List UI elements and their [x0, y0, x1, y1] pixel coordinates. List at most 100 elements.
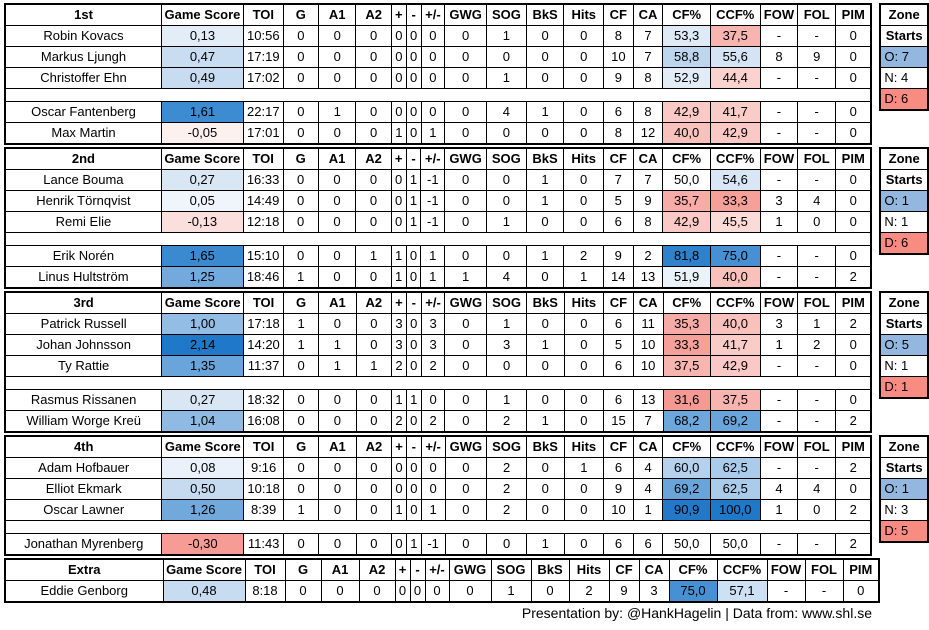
column-header-a1: A1: [317, 147, 357, 170]
cell-cfp: 31,6: [662, 389, 711, 411]
cell-g: 0: [282, 190, 319, 212]
cell-a1: 1: [318, 334, 357, 356]
cell-a1: 0: [317, 46, 357, 68]
column-header-pim: PIM: [842, 558, 880, 581]
cell-plus: 0: [391, 478, 407, 500]
cell-plus: 1: [390, 245, 407, 267]
cell-pm: 0: [420, 101, 446, 123]
cell-gwg: 0: [444, 25, 488, 47]
cell-bks: 0: [525, 478, 565, 500]
cell-bks: 0: [530, 580, 570, 603]
cell-pm: 0: [420, 389, 446, 411]
cell-sog: 0: [486, 355, 527, 377]
cell-sog: 4: [486, 101, 527, 123]
cell-fol: 9: [797, 46, 837, 68]
cell-minus: 0: [405, 46, 422, 68]
cell-minus: 0: [409, 580, 426, 603]
player-row: Oscar Lawner 1,26 8:39 1 0 0 1 0 1 0 2 0 0 10 1 90,9 100…: [4, 499, 872, 521]
column-header-gs: Game Score: [161, 435, 245, 458]
zone-starts-header: Zone: [881, 149, 927, 170]
section-label: Extra: [4, 558, 164, 581]
cell-cf: 6: [602, 211, 634, 233]
cell-ca: 10: [632, 355, 664, 377]
cell-minus: 1: [405, 169, 422, 191]
cell-plus: 3: [391, 313, 407, 335]
cell-pim: 2: [835, 410, 872, 433]
cell-hits: 2: [568, 580, 610, 603]
cell-cf: 9: [603, 478, 634, 500]
zone-starts-header: Starts: [881, 170, 927, 191]
section-2nd: 2nd Game Score TOI G A1 A2 + - +/- GWG SOG BkS Hits C…: [4, 147, 929, 289]
cell-hits: 0: [563, 410, 605, 433]
cell-hits: 0: [563, 25, 605, 47]
cell-fol: -: [797, 457, 837, 479]
cell-pim: 0: [835, 122, 872, 145]
column-header-fow: FOW: [759, 147, 799, 170]
cell-fow: -: [766, 580, 806, 603]
cell-toi: 14:20: [243, 334, 284, 356]
cell-ccfp: 62,5: [709, 457, 761, 479]
zone-starts-box: Zone Starts O: 1 N: 3 D: 5: [879, 435, 929, 543]
column-header-cf: CF: [603, 291, 634, 314]
cell-ccfp: 50,0: [709, 533, 761, 556]
cell-cfp: 52,9: [662, 67, 711, 89]
cell-hits: 0: [563, 169, 604, 191]
cell-ca: 9: [632, 190, 664, 212]
column-header-hits: Hits: [563, 147, 604, 170]
column-header-plus: +: [391, 291, 407, 314]
cell-cf: 10: [603, 46, 634, 68]
column-header-toi: TOI: [243, 435, 285, 458]
column-header-bks: BkS: [525, 3, 565, 26]
cell-fol: 0: [797, 499, 837, 521]
cell-minus: 0: [405, 457, 422, 479]
cell-g: 0: [282, 122, 320, 145]
cell-toi: 10:56: [242, 25, 284, 47]
column-header-hits: Hits: [563, 3, 605, 26]
column-header-toi: TOI: [242, 147, 284, 170]
cell-fol: -: [797, 169, 837, 191]
column-header-bks: BkS: [525, 291, 565, 314]
cell-cfp: 90,9: [662, 499, 711, 521]
cell-fol: 0: [797, 211, 837, 233]
zone-offensive-starts: O: 5: [881, 335, 927, 356]
column-header-hits: Hits: [563, 291, 605, 314]
cell-cf: 6: [603, 101, 634, 123]
cell-a2: 0: [355, 101, 392, 123]
player-row: Robin Kovacs 0,13 10:56 0 0 0 0 0 0 0 1 0 0 8 7 53,3 37,…: [4, 25, 872, 47]
section-label: 2nd: [4, 147, 162, 170]
cell-cf: 14: [602, 266, 634, 289]
cell-gs: 1,61: [161, 101, 244, 123]
stats-table: Extra Game Score TOI G A1 A2 + - +/- GWG SOG BkS Hit…: [4, 558, 880, 603]
cell-fow: -: [759, 457, 799, 479]
cell-sog: 0: [486, 122, 527, 145]
cell-pm: 1: [420, 266, 446, 289]
column-header-fow: FOW: [759, 435, 799, 458]
cell-a2: 0: [355, 169, 392, 191]
cell-hits: 0: [563, 334, 605, 356]
cell-cfp: 53,3: [662, 25, 711, 47]
cell-pim: 0: [835, 245, 872, 267]
column-header-gs: Game Score: [161, 291, 245, 314]
column-header-sog: SOG: [486, 435, 527, 458]
cell-minus: 0: [405, 478, 422, 500]
column-header-toi: TOI: [242, 3, 284, 26]
column-header-ca: CA: [632, 435, 664, 458]
cell-gs: 2,14: [161, 334, 245, 356]
cell-toi: 16:33: [242, 169, 284, 191]
cell-pm: 1: [420, 122, 446, 145]
cell-fow: 8: [759, 46, 799, 68]
cell-gwg: 0: [444, 457, 488, 479]
cell-hits: 0: [563, 499, 605, 521]
cell-sog: 1: [490, 580, 532, 603]
column-header-fol: FOL: [797, 147, 837, 170]
cell-a1: 0: [318, 457, 357, 479]
cell-a1: 0: [317, 122, 357, 145]
cell-cf: 6: [603, 457, 634, 479]
cell-ccfp: 41,7: [709, 334, 761, 356]
player-name: Patrick Russell: [4, 313, 163, 335]
cell-cf: 5: [602, 190, 634, 212]
cell-sog: 0: [485, 169, 527, 191]
blank-cell: [5, 232, 872, 246]
cell-gs: -0,05: [161, 122, 244, 145]
cell-sog: 0: [485, 245, 527, 267]
